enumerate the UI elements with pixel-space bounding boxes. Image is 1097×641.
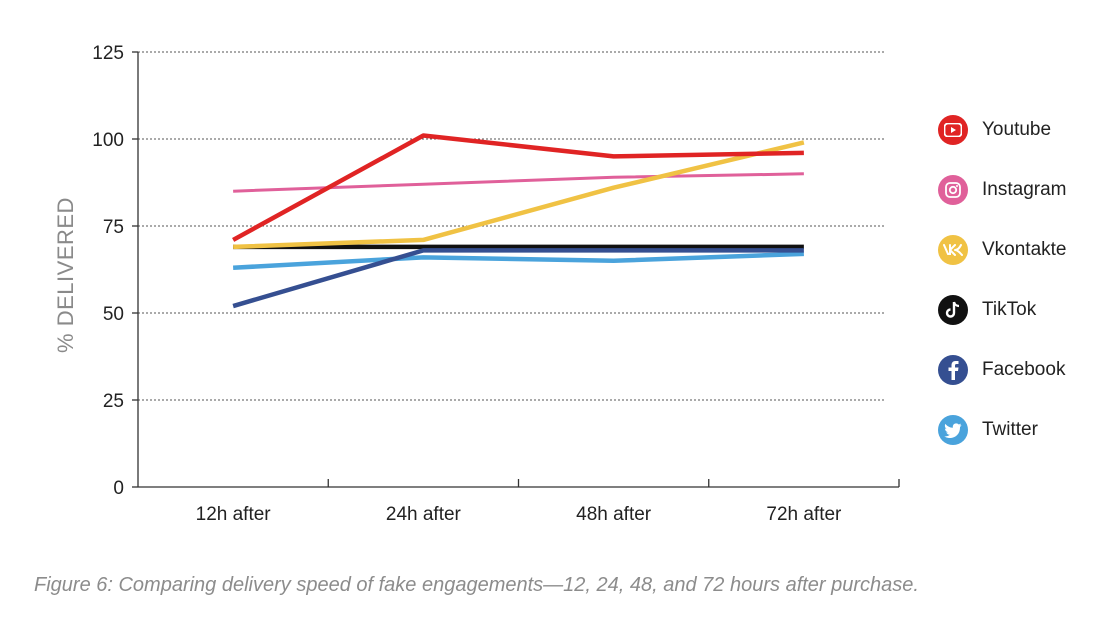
- instagram-icon: [938, 175, 968, 205]
- y-tick-label: 25: [103, 391, 124, 412]
- legend-item-twitter: Twitter: [938, 400, 1067, 460]
- x-tick-label: 48h after: [576, 504, 652, 525]
- series-line-facebook: [232, 248, 804, 309]
- y-tick-label: 0: [113, 478, 124, 499]
- legend-item-facebook: Facebook: [938, 340, 1067, 400]
- vkontakte-icon: [938, 235, 968, 265]
- series-line-twitter: [233, 251, 804, 271]
- legend-label: Facebook: [982, 359, 1066, 380]
- legend-item-youtube: Youtube: [938, 100, 1067, 160]
- series-line-instagram: [233, 172, 804, 193]
- y-tick-label: 125: [92, 43, 124, 64]
- twitter-icon: [938, 415, 968, 445]
- y-tick-label: 75: [103, 217, 124, 238]
- legend-item-vkontakte: Vkontakte: [938, 220, 1067, 280]
- series-line-vkontakte: [233, 140, 805, 250]
- axes: [137, 52, 899, 488]
- legend-item-instagram: Instagram: [938, 160, 1067, 220]
- series-line-youtube: [232, 133, 804, 242]
- legend-label: Instagram: [982, 179, 1067, 200]
- legend-label: Youtube: [982, 119, 1052, 140]
- x-tick-label: 72h after: [766, 504, 842, 525]
- legend-item-tiktok: TikTok: [938, 280, 1067, 340]
- tiktok-icon: [938, 295, 968, 325]
- legend-label: Twitter: [982, 419, 1038, 440]
- gridlines: [138, 51, 884, 401]
- facebook-icon: [938, 355, 968, 385]
- legend-label: Vkontakte: [982, 239, 1067, 260]
- x-tick-label: 24h after: [386, 504, 462, 525]
- x-tick-label: 12h after: [196, 504, 272, 525]
- legend: Youtube Instagram Vkontakte TikTok Facebook T…: [938, 100, 1067, 460]
- y-tick-labels: 0 25 50 75 100 125: [92, 43, 138, 499]
- series-lines: [232, 133, 805, 309]
- y-axis-label: % DELIVERED: [53, 197, 78, 353]
- y-tick-label: 50: [103, 304, 124, 325]
- figure-caption: Figure 6: Comparing delivery speed of fa…: [34, 574, 919, 596]
- legend-label: TikTok: [982, 299, 1037, 320]
- y-tick-label: 100: [92, 130, 124, 151]
- x-tick-labels: 12h after 24h after 48h after 72h after: [196, 479, 900, 525]
- youtube-icon: [938, 115, 968, 145]
